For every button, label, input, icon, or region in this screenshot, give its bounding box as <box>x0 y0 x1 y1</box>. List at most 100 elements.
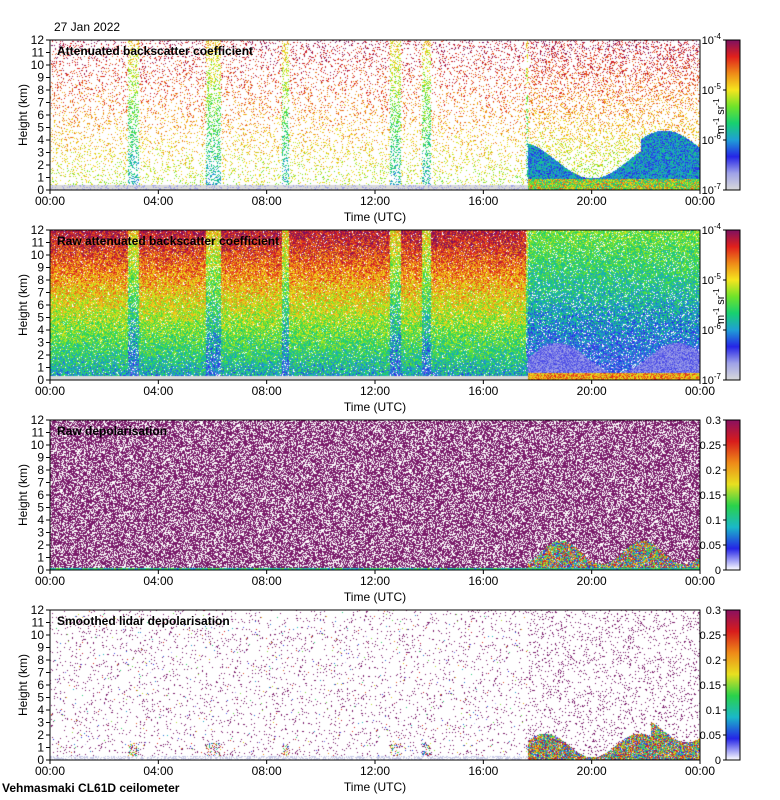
colorbar-tick-base: 0.3 <box>706 605 721 617</box>
y-tick-label: 11 <box>32 236 45 250</box>
y-tick-label: 1 <box>37 551 44 565</box>
colorbar-tick-label: 0.15 <box>700 490 721 502</box>
colorbar-tick-exponent: -4 <box>714 32 722 41</box>
panel-title: Attenuated backscatter coefficient <box>57 44 253 58</box>
y-tick-label: 8 <box>37 83 44 97</box>
y-tick-label: 7 <box>37 666 44 680</box>
y-tick-label: 10 <box>31 438 45 452</box>
colorbar-tick-label: 0.25 <box>700 440 721 452</box>
x-tick-label: 20:00 <box>577 764 607 778</box>
y-tick-label: 4 <box>37 513 44 527</box>
x-tick-label: 20:00 <box>577 194 607 208</box>
y-tick-label: 8 <box>37 653 44 667</box>
y-tick-label: 10 <box>31 248 45 262</box>
colorbar-tick-base: 10 <box>702 225 714 237</box>
x-tick-label: 12:00 <box>360 574 390 588</box>
colorbar-tick-base: 0.1 <box>706 705 721 717</box>
colorbar-tick-base: 0.15 <box>700 680 721 692</box>
y-axis-label: Height (km) <box>16 84 30 146</box>
y-axis-label: Height (km) <box>16 274 30 336</box>
x-tick-label: 08:00 <box>252 764 282 778</box>
y-tick-label: 6 <box>37 298 44 312</box>
colorbar-tick-label: 0.1 <box>706 705 721 717</box>
colorbar-tick-label: 0.3 <box>706 605 721 617</box>
x-tick-label: 00:00 <box>685 194 715 208</box>
y-tick-label: 2 <box>37 538 44 552</box>
heatmap-panel-1 <box>50 40 700 190</box>
panel-title: Raw depolarisation <box>57 424 167 438</box>
x-axis-label: Time (UTC) <box>344 400 406 414</box>
x-tick-label: 12:00 <box>360 384 390 398</box>
colorbar-tick-exponent: -5 <box>714 82 722 91</box>
x-tick-label: 04:00 <box>143 764 173 778</box>
y-tick-label: 11 <box>32 616 45 630</box>
x-axis-label: Time (UTC) <box>344 210 406 224</box>
colorbar-tick-base: 10 <box>702 375 714 387</box>
y-tick-label: 1 <box>37 741 44 755</box>
y-tick-label: 9 <box>37 451 44 465</box>
x-tick-label: 08:00 <box>252 574 282 588</box>
colorbar-unit-part: sr <box>715 105 727 115</box>
colorbar-unit-part: sr <box>715 295 727 305</box>
colorbar-unit-part: m <box>715 315 727 324</box>
y-tick-label: 4 <box>37 703 44 717</box>
colorbar-tick-base: 0.05 <box>700 730 721 742</box>
y-tick-label: 12 <box>31 603 45 617</box>
y-tick-label: 10 <box>31 58 45 72</box>
x-tick-label: 04:00 <box>143 384 173 398</box>
y-tick-label: 0 <box>37 753 44 767</box>
colorbar-tick-label: 0 <box>715 755 721 767</box>
x-tick-label: 08:00 <box>252 194 282 208</box>
x-tick-label: 08:00 <box>252 384 282 398</box>
colorbar-tick-base: 10 <box>702 185 714 197</box>
heatmap-panel-4 <box>50 610 700 760</box>
colorbar-unit-label: m-1sr-1 <box>712 288 727 324</box>
colorbar-tick-base: 10 <box>702 35 714 47</box>
panel-title: Raw attenuated backscatter coefficient <box>57 234 279 248</box>
x-tick-label: 16:00 <box>468 384 498 398</box>
x-tick-label: 16:00 <box>468 574 498 588</box>
x-tick-label: 00:00 <box>35 764 65 778</box>
x-axis-label: Time (UTC) <box>344 590 406 604</box>
y-tick-label: 6 <box>37 488 44 502</box>
y-tick-label: 12 <box>31 223 45 237</box>
y-tick-label: 4 <box>37 133 44 147</box>
colorbar-tick-label: 10-7 <box>702 182 722 197</box>
colorbar-tick-exponent: -5 <box>714 272 722 281</box>
instrument-label: Vehmasmaki CL61D ceilometer <box>2 781 180 795</box>
y-tick-label: 7 <box>37 96 44 110</box>
y-tick-label: 0 <box>37 563 44 577</box>
y-tick-label: 11 <box>32 426 45 440</box>
x-tick-label: 16:00 <box>468 764 498 778</box>
colorbar <box>725 39 741 191</box>
colorbar-tick-exponent: -4 <box>714 222 722 231</box>
colorbar-tick-label: 0.2 <box>706 465 721 477</box>
x-tick-label: 00:00 <box>35 574 65 588</box>
colorbar-unit-part: -1 <box>712 117 721 125</box>
heatmap-panel-3 <box>50 420 700 570</box>
colorbar-tick-base: 0.1 <box>706 515 721 527</box>
y-tick-label: 9 <box>37 261 44 275</box>
colorbar-tick-label: 10-6 <box>702 132 722 147</box>
colorbar-tick-exponent: -7 <box>714 182 722 191</box>
x-tick-label: 00:00 <box>685 764 715 778</box>
x-tick-label: 04:00 <box>143 574 173 588</box>
colorbar-tick-base: 0.2 <box>706 655 721 667</box>
x-axis-label: Time (UTC) <box>344 780 406 794</box>
y-tick-label: 4 <box>37 323 44 337</box>
colorbar <box>725 419 741 571</box>
colorbar <box>725 229 741 381</box>
y-tick-label: 9 <box>37 71 44 85</box>
colorbar-tick-label: 0 <box>715 565 721 577</box>
y-tick-label: 9 <box>37 641 44 655</box>
y-tick-label: 0 <box>37 183 44 197</box>
y-tick-label: 2 <box>37 158 44 172</box>
heatmap-panel-2 <box>50 230 700 380</box>
y-axis-label: Height (km) <box>16 654 30 716</box>
y-tick-label: 1 <box>37 171 44 185</box>
colorbar-tick-base: 10 <box>702 325 714 337</box>
colorbar-tick-label: 0.15 <box>700 680 721 692</box>
colorbar-unit-part: -1 <box>712 288 721 296</box>
colorbar-tick-base: 0.05 <box>700 540 721 552</box>
y-tick-label: 0 <box>37 373 44 387</box>
